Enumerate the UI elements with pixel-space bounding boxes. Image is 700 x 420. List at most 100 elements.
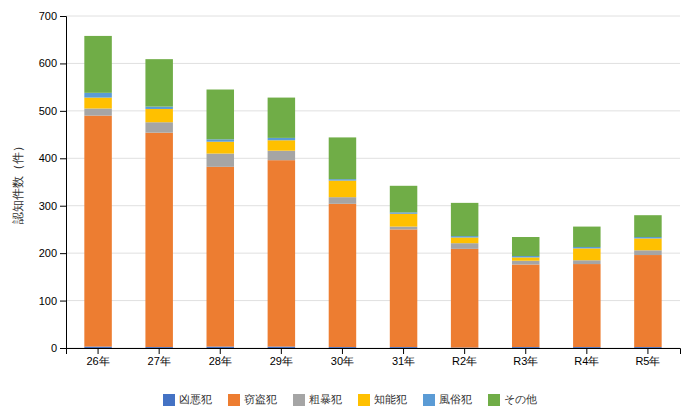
- x-tick-mark: [98, 348, 99, 354]
- legend-swatch: [488, 394, 500, 406]
- y-tick-label: 400: [39, 152, 57, 164]
- y-tick-mark: [60, 253, 66, 254]
- y-tick-label: 100: [39, 295, 57, 307]
- bar: [634, 215, 661, 237]
- legend-swatch: [163, 394, 175, 406]
- x-tick-label: R5年: [635, 355, 660, 367]
- y-tick: 200: [39, 247, 66, 259]
- x-tick-mark: [464, 348, 465, 354]
- chart: 010020030040050060070026年27年28年29年30年31年…: [0, 0, 700, 420]
- legend-label: 凶悪犯: [179, 393, 212, 406]
- x-tick: 28年: [209, 348, 232, 367]
- bar: [512, 257, 539, 260]
- bar: [329, 204, 356, 347]
- bar: [329, 181, 356, 198]
- legend: 凶悪犯 窃盗犯 粗暴犯 知能犯 風俗犯 その他: [163, 393, 537, 406]
- bar: [207, 167, 234, 347]
- legend-item: 粗暴犯: [293, 393, 342, 406]
- x-tick-mark: [159, 348, 160, 354]
- bar: [634, 238, 661, 250]
- bars: [84, 36, 661, 348]
- legend-item: 窃盗犯: [228, 393, 277, 406]
- x-tick-mark: [220, 348, 221, 354]
- bar: [207, 139, 234, 141]
- x-tick-label: 31年: [392, 355, 415, 367]
- x-tick-label: R4年: [574, 355, 599, 367]
- y-tick-mark: [60, 111, 66, 112]
- y-tick-mark: [60, 206, 66, 207]
- bar: [145, 133, 172, 347]
- legend-label: 粗暴犯: [309, 393, 342, 406]
- y-tick: 400: [39, 152, 66, 164]
- bar: [512, 261, 539, 265]
- bar: [84, 93, 111, 98]
- bar: [84, 116, 111, 347]
- grid: [66, 16, 680, 348]
- bar: [573, 264, 600, 347]
- legend-label: 風俗犯: [439, 393, 472, 406]
- y-tick: 600: [39, 57, 66, 69]
- y-tick: 100: [39, 295, 66, 307]
- bar: [390, 229, 417, 347]
- y-tick-label: 300: [39, 200, 57, 212]
- bar: [329, 197, 356, 204]
- legend-label: 知能犯: [374, 393, 407, 406]
- x-tick: R3年: [513, 348, 538, 367]
- y-tick-mark: [60, 63, 66, 64]
- legend-swatch: [293, 394, 305, 406]
- x-tick-mark: [281, 348, 282, 354]
- x-tick-label: R3年: [513, 355, 538, 367]
- plot: 010020030040050060070026年27年28年29年30年31年…: [39, 10, 681, 367]
- bar: [573, 260, 600, 264]
- x-tick: 29年: [270, 348, 293, 367]
- bar: [329, 179, 356, 180]
- x-tick: 31年: [392, 348, 415, 367]
- bar: [268, 160, 295, 346]
- bar: [573, 247, 600, 248]
- bar: [512, 256, 539, 257]
- y-tick-mark: [60, 348, 66, 349]
- bar-series: [84, 116, 661, 348]
- x-tick-label: 26年: [86, 355, 109, 367]
- bar: [268, 138, 295, 140]
- grid-line: [66, 16, 680, 17]
- x-tick-label: 30年: [331, 355, 354, 367]
- y-tick-label: 0: [51, 342, 57, 354]
- x-tick: 26年: [86, 348, 109, 367]
- legend-swatch: [228, 394, 240, 406]
- legend-item: その他: [488, 393, 537, 406]
- bar: [634, 250, 661, 255]
- bar: [84, 108, 111, 115]
- bar: [451, 237, 478, 243]
- bar-series: [84, 108, 661, 264]
- legend-item: 風俗犯: [423, 393, 472, 406]
- x-tick-label: 29年: [270, 355, 293, 367]
- bar: [145, 107, 172, 109]
- bar: [84, 347, 111, 348]
- x-tick: R4年: [574, 348, 599, 367]
- bar-series: [84, 36, 661, 256]
- bar: [268, 98, 295, 138]
- bar: [145, 122, 172, 132]
- bar: [268, 151, 295, 160]
- legend-swatch: [423, 394, 435, 406]
- y-tick-mark: [60, 158, 66, 159]
- bar: [573, 248, 600, 260]
- bar: [207, 154, 234, 167]
- x-tick: 30年: [331, 348, 354, 367]
- legend-item: 知能犯: [358, 393, 407, 406]
- x-tick-mark: [586, 348, 587, 354]
- bar: [390, 212, 417, 213]
- y-axis-line: [60, 17, 67, 349]
- x-tick: 27年: [148, 348, 171, 367]
- y-tick-mark: [60, 16, 66, 17]
- x-tick-label: 27年: [148, 355, 171, 367]
- legend-swatch: [358, 394, 370, 406]
- bar: [329, 137, 356, 179]
- y-axis-title: 認知件数（件）: [11, 140, 25, 224]
- bar: [390, 186, 417, 213]
- x-tick-label: R2年: [452, 355, 477, 367]
- bar: [451, 243, 478, 249]
- bar: [512, 237, 539, 256]
- y-tick: 0: [51, 342, 66, 354]
